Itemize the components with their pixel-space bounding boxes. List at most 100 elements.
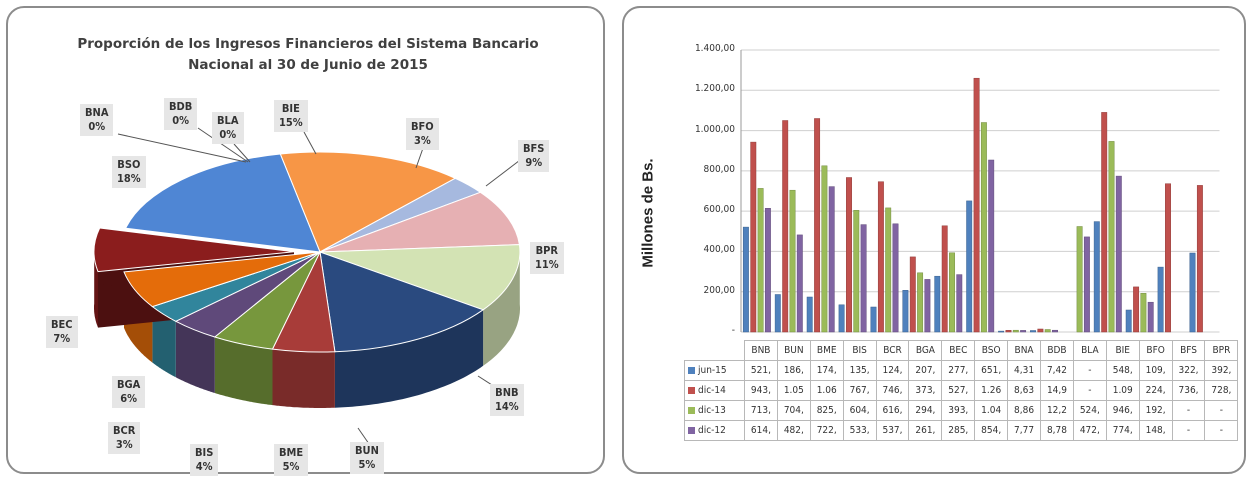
table-row: dic-13 713, 704, 825, 604, 616, 294, 393, 1.04 8,… [684,400,1239,421]
pie-label-bso: BSO 18% [112,156,146,188]
table-header-row: BNB BUN BME BIS BCR BGA BEC BSO BNA BDB BLA BIE BFO B… [684,340,1239,361]
bar-dic-12-bie [1115,175,1122,333]
bar-dic-13-bun [789,189,796,333]
pie-chart-title: Proporción de los Ingresos Financieros d… [48,34,568,76]
pie-label-bme: BME 5% [274,444,309,476]
pie-chart-panel: Proporción de los Ingresos Financieros d… [6,6,605,476]
pie-label-bcr: BCR 3% [108,422,141,454]
bar-dic-12-bna [1020,330,1027,333]
bar-dic-12-bso [988,159,995,333]
table-cell: 527, [941,380,976,401]
bar-chart-svg [740,49,1220,333]
bar-dic-13-bnb [757,188,764,333]
bar-dic-13-bla [1076,226,1083,333]
table-cell: 1.05 [776,380,811,401]
table-cell: - [1204,400,1239,421]
bar-dic-14-bga [909,256,916,333]
bar-y-tick-label: 1.400,00 [694,43,735,54]
bar-dic-12-bdb [1052,329,1058,333]
bar-dic-13-bec [949,252,955,333]
table-cell: 392, [1204,360,1239,381]
legend-key-icon [688,426,695,434]
table-row: jun-15 521, 186, 174, 135, 124, 207, 277, 651, 4,… [684,360,1239,381]
pie-leader-bna [117,133,247,163]
bar-dic-14-bun [782,120,789,333]
bar-dic-12-bga [924,279,931,333]
table-cell: - [1171,400,1206,421]
pie-slice-bpr [319,244,521,311]
bar-jun-15-bfo [1125,309,1132,333]
bar-jun-15-bfs [1157,266,1164,333]
bar-y-tick-label: 200,00 [703,284,735,296]
table-cell: 1.04 [974,400,1009,421]
table-cell: 14,9 [1040,380,1074,401]
table-cell: 713, [744,400,778,421]
table-category-bie: BIE [1105,340,1140,361]
bar-jun-15-bga [902,290,909,333]
bar-dic-14-bec [941,225,948,333]
bar-dic-14-bme [814,118,821,333]
table-cell: 148, [1138,420,1173,441]
table-cell: 537, [875,420,910,441]
table-cell: - [1171,420,1206,441]
pie-slice-bso [124,153,321,253]
table-series-label: jun-15 [684,360,745,381]
table-series-label: dic-14 [684,380,745,401]
pie-chart-svg [93,127,529,455]
bar-dic-13-bso [980,122,987,333]
bar-data-table: BNB BUN BME BIS BCR BGA BEC BSO BNA BDB BLA BIE BFO B… [684,340,1239,441]
table-cell: 224, [1138,380,1173,401]
table-cell: 854, [974,420,1009,441]
bar-dic-14-bdb [1037,328,1044,333]
bar-dic-14-bie [1101,112,1108,333]
bar-dic-14-bso [973,77,980,333]
pie-leader-bdb [197,127,249,163]
bar-dic-12-bnb [764,208,771,333]
table-cell: 533, [842,420,877,441]
table-cell: 124, [875,360,910,381]
table-category-bun: BUN [776,340,811,361]
bar-dic-13-bcr [885,207,892,333]
table-cell: 1.09 [1105,380,1140,401]
pie-wall-bme [214,337,273,406]
table-cell: 825, [809,400,844,421]
table-cell: 524, [1072,400,1107,421]
bar-dic-13-bme [821,165,828,333]
bar-dic-14-bcr [877,181,884,333]
bar-dic-13-bga [917,272,924,333]
pie-slice-bfs [319,191,520,253]
table-cell: 135, [842,360,877,381]
table-cell: 285, [941,420,976,441]
bar-jun-15-bna [998,330,1005,333]
bar-y-tick-label: - [731,325,735,336]
table-cell: 8,86 [1007,400,1042,421]
table-cell: 109, [1138,360,1173,381]
table-series-label: dic-12 [684,420,745,441]
table-cell: - [1072,380,1107,401]
table-cell: - [1072,360,1107,381]
table-category-bga: BGA [908,340,943,361]
table-category-bpr: BPR [1204,340,1239,361]
bar-dic-14-bna [1005,330,1012,333]
table-cell: 521, [744,360,778,381]
table-cell: 746, [875,380,910,401]
table-series-label: dic-13 [684,400,745,421]
table-cell: 704, [776,400,811,421]
table-cell: 604, [842,400,877,421]
pie-slice-bec [93,227,295,273]
table-category-bso: BSO [974,340,1009,361]
table-cell: 1.26 [974,380,1009,401]
pie-label-bfs: BFS 9% [518,140,550,172]
bar-dic-14-bpr [1196,185,1203,333]
bar-dic-14-bis [846,177,852,333]
table-cell: 728, [1204,380,1239,401]
pie-label-bis: BIS 4% [190,444,219,476]
table-cell: 616, [875,400,910,421]
table-cell: - [1204,420,1239,441]
pie-leader-bie [303,131,317,155]
bar-dic-12-bcr [892,223,899,333]
bar-jun-15-bso [966,200,973,333]
pie-label-bla: BLA 0% [212,112,244,144]
bar-dic-13-bie [1108,141,1115,333]
bar-dic-13-bis [853,210,860,333]
